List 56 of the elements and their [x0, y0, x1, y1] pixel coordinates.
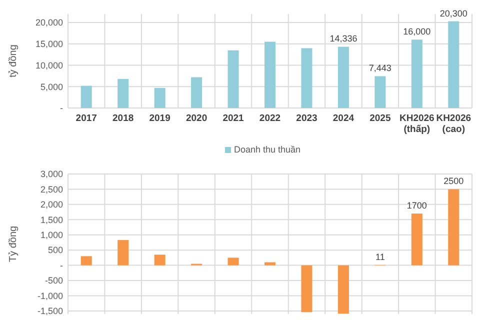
- bar: [411, 214, 422, 266]
- x-tick-label: 2020: [186, 113, 208, 124]
- x-tick-label: 2025: [370, 113, 392, 124]
- y-tick-label: 15,000: [35, 39, 63, 50]
- bar: [118, 78, 129, 108]
- bar: [228, 258, 239, 266]
- data-label: 2500: [444, 176, 464, 186]
- y-tick-label: 1,500: [40, 214, 63, 225]
- bar: [411, 40, 422, 108]
- x-tick-label: KH2026 (thấp): [399, 113, 434, 135]
- y-tick-label: 3,000: [40, 169, 63, 180]
- y-tick-label: -500: [44, 276, 63, 286]
- x-tick-label: 2018: [112, 113, 134, 124]
- y-tick-label: -1,500: [37, 306, 63, 316]
- y-tick-label: 2,000: [40, 200, 63, 210]
- bar: [118, 240, 129, 266]
- data-label: 20,300: [440, 8, 468, 18]
- bar: [301, 265, 312, 312]
- y-tick-label: 500: [48, 245, 63, 256]
- legend-label: Doanh thu thuần: [234, 144, 301, 154]
- bar: [191, 77, 202, 108]
- x-tick-label: 2023: [296, 113, 318, 124]
- bar: [448, 189, 460, 266]
- bar: [338, 46, 349, 108]
- y-tick-label: -: [60, 103, 63, 114]
- data-label: 1700: [406, 200, 427, 211]
- bar: [154, 254, 166, 266]
- y-axis-title: Tỷ đồng: [8, 226, 19, 262]
- x-tick-label: 2017: [76, 113, 97, 124]
- bar: [80, 86, 92, 108]
- data-label: 14,336: [330, 34, 358, 44]
- data-label: 11: [376, 252, 385, 262]
- y-tick-label: -1,000: [37, 290, 63, 301]
- bar: [301, 48, 312, 108]
- x-tick-label: 2022: [259, 113, 281, 124]
- bar: [80, 256, 92, 266]
- y-tick-label: 20,000: [35, 18, 63, 28]
- y-tick-label: 1,000: [40, 230, 63, 240]
- bar: [264, 42, 276, 108]
- x-tick-label: 2019: [149, 113, 170, 124]
- y-tick-label: 5,000: [40, 82, 63, 92]
- bar: [338, 265, 349, 314]
- bar: [228, 50, 239, 108]
- bar: [448, 21, 460, 108]
- data-label: 16,000: [403, 26, 431, 37]
- y-tick-label: 10,000: [35, 60, 63, 70]
- x-tick-label: 2021: [222, 113, 245, 124]
- bar: [154, 88, 166, 108]
- y-axis-title: tỷ đồng: [8, 44, 19, 78]
- data-label: 7,443: [368, 63, 392, 74]
- x-tick-label: KH2026 (cao): [436, 113, 472, 135]
- bar: [264, 262, 276, 266]
- x-tick-label: 2024: [332, 113, 355, 124]
- y-tick-label: 2,500: [40, 184, 63, 194]
- bar: [374, 76, 386, 108]
- y-tick-label: -: [60, 260, 63, 270]
